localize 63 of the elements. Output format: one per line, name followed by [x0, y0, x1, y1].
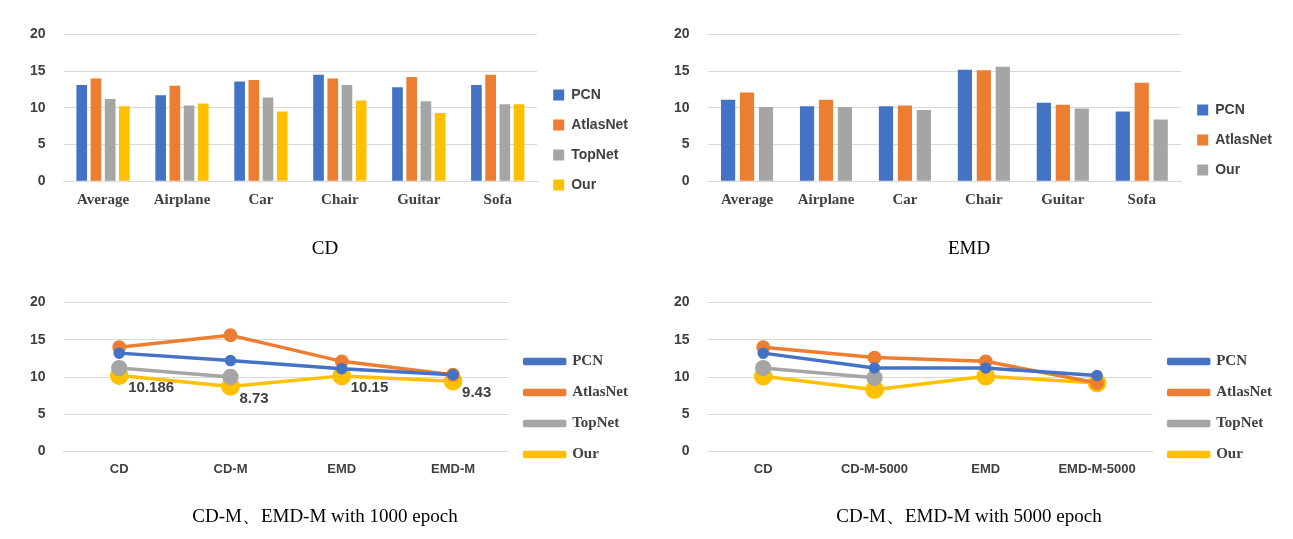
- y-tick-label: 5: [37, 135, 46, 152]
- y-tick-label: 0: [681, 442, 690, 459]
- legend-label: AtlasNet: [1215, 130, 1273, 147]
- x-tick-label: Sofa: [483, 191, 513, 208]
- x-tick-label: Guitar: [1041, 191, 1085, 208]
- x-tick-label: EMD-M: [431, 460, 476, 476]
- y-tick-label: 15: [29, 61, 46, 78]
- x-tick-label: EMD-M-5000: [1058, 460, 1136, 476]
- x-tick-label: Chair: [321, 191, 359, 208]
- x-tick-label: Sofa: [1127, 191, 1157, 208]
- text: CD-M、EMD-M with 1000 epoch: [192, 504, 459, 526]
- data-label: 10.186: [128, 377, 175, 395]
- y-tick-label: 0: [37, 172, 46, 189]
- legend-label: AtlasNet: [1216, 383, 1273, 400]
- y-tick-label: 20: [673, 25, 690, 42]
- data-label: 10.15: [350, 378, 389, 396]
- x-tick-label: Car: [248, 191, 274, 208]
- y-tick-label: 20: [29, 293, 46, 310]
- y-tick-label: 20: [29, 25, 46, 42]
- text: CD-M、EMD-M with 5000 epoch: [836, 504, 1103, 526]
- data-label: 9.43: [462, 383, 492, 401]
- x-tick-label: Chair: [965, 191, 1003, 208]
- y-tick-label: 5: [37, 405, 46, 422]
- x-tick-label: EMD: [971, 460, 1001, 476]
- y-tick-label: 10: [29, 367, 46, 384]
- y-tick-label: 10: [673, 98, 690, 115]
- text: CD: [311, 236, 339, 258]
- x-tick-label: Guitar: [397, 191, 441, 208]
- x-tick-label: EMD: [327, 460, 357, 476]
- legend-label: Our: [572, 445, 600, 462]
- legend-label: AtlasNet: [571, 115, 629, 132]
- x-tick-label: Average: [720, 191, 774, 208]
- legend-label: AtlasNet: [572, 383, 629, 400]
- x-tick-label: CD: [109, 460, 129, 476]
- legend-label: PCN: [1215, 100, 1245, 117]
- y-tick-label: 15: [673, 330, 690, 347]
- y-tick-label: 0: [681, 172, 690, 189]
- x-tick-label: Average: [76, 191, 130, 208]
- x-tick-label: Car: [892, 191, 918, 208]
- y-tick-label: 0: [37, 442, 46, 459]
- x-tick-label: CD: [753, 460, 773, 476]
- legend-label: PCN: [1216, 352, 1248, 369]
- legend-label: PCN: [571, 85, 601, 102]
- y-tick-label: 15: [673, 61, 690, 78]
- y-tick-label: 10: [29, 98, 46, 115]
- y-tick-label: 5: [681, 135, 690, 152]
- legend-label: Our: [1216, 445, 1244, 462]
- x-tick-label: Airplane: [797, 191, 855, 208]
- y-tick-label: 10: [673, 367, 690, 384]
- legend-label: PCN: [572, 352, 604, 369]
- data-label: 8.73: [239, 388, 269, 406]
- y-tick-label: 5: [681, 405, 690, 422]
- text: EMD: [947, 236, 991, 258]
- legend-label: Our: [1215, 160, 1241, 177]
- y-tick-label: 20: [673, 293, 690, 310]
- legend-label: TopNet: [1216, 414, 1264, 431]
- x-tick-label: CD-M: [213, 460, 248, 476]
- legend-label: Our: [571, 175, 597, 192]
- legend-label: TopNet: [571, 145, 619, 162]
- y-tick-label: 15: [29, 330, 46, 347]
- legend-label: TopNet: [572, 414, 620, 431]
- x-tick-label: Airplane: [153, 191, 211, 208]
- x-tick-label: CD-M-5000: [840, 460, 909, 476]
